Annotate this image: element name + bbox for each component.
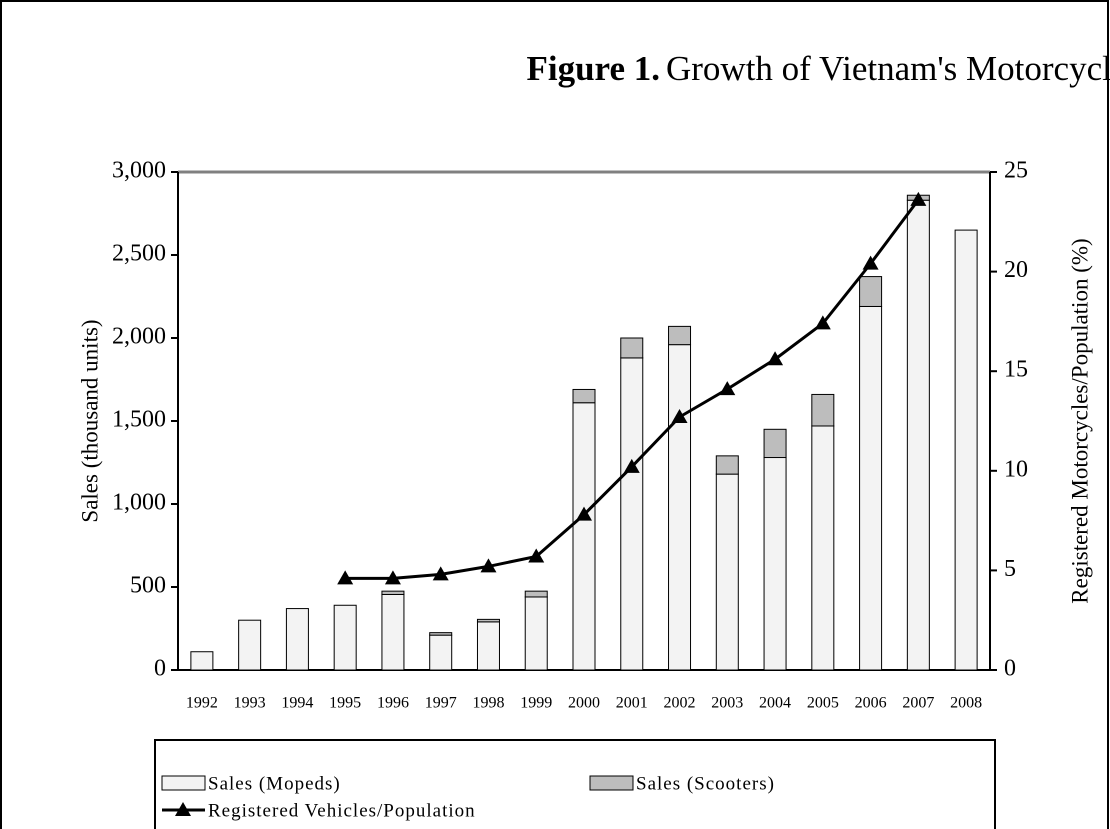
line-marker — [576, 506, 592, 521]
bar — [620, 357, 644, 671]
x-tick-label: 2003 — [711, 695, 743, 712]
y2-tick-label: 15 — [1004, 357, 1028, 383]
x-tick-label: 2007 — [902, 695, 934, 712]
y2-tick-label: 5 — [1004, 556, 1016, 582]
bar — [572, 402, 596, 671]
x-tick-label: 2006 — [855, 695, 887, 712]
bar — [524, 590, 548, 598]
x-tick-label: 1999 — [520, 695, 552, 712]
y2-axis-label: Registered Motorcycles/Population (%) — [1067, 238, 1092, 603]
x-tick-label: 2004 — [759, 695, 791, 712]
bar — [381, 593, 405, 671]
bar — [668, 325, 692, 346]
bar — [906, 199, 930, 671]
bar — [476, 618, 500, 623]
x-tick-label: 2005 — [807, 695, 839, 712]
x-tick-label: 1997 — [425, 695, 457, 712]
bar — [333, 604, 357, 671]
bar — [572, 388, 596, 404]
y-tick-label: 1,000 — [112, 490, 166, 516]
x-tick-label: 1995 — [329, 695, 361, 712]
y-tick-label: 2,000 — [112, 324, 166, 350]
line-marker — [814, 315, 831, 330]
bar — [238, 619, 262, 671]
y2-tick-label: 20 — [1004, 257, 1028, 283]
line-marker — [528, 548, 545, 563]
bar — [763, 428, 787, 459]
line-marker — [623, 458, 640, 473]
chart-title: Growth of Vietnam's Motorcycle Market — [666, 49, 1110, 88]
line-marker — [337, 570, 354, 585]
bar — [715, 455, 739, 475]
line-marker — [910, 191, 927, 206]
line-marker — [862, 255, 879, 270]
y2-tick-label: 10 — [1004, 456, 1028, 482]
line-marker — [384, 570, 401, 585]
bar — [811, 393, 835, 427]
x-tick-label: 2002 — [664, 695, 696, 712]
x-tick-label: 1992 — [186, 695, 218, 712]
line-marker — [719, 381, 736, 396]
legend-box — [154, 739, 996, 829]
bar — [954, 229, 978, 671]
line-marker — [671, 409, 688, 424]
legend-label: Sales (Mopeds) — [208, 773, 341, 794]
legend-label: Sales (Scooters) — [636, 773, 775, 794]
bar — [811, 425, 835, 671]
x-tick-label: 1998 — [472, 695, 504, 712]
line-marker — [767, 351, 784, 366]
y-tick-label: 0 — [154, 656, 166, 682]
bar — [524, 596, 548, 671]
line-marker — [480, 558, 497, 573]
legend-swatch — [589, 775, 634, 791]
y-tick-label: 1,500 — [112, 407, 166, 433]
y2-tick-label: 25 — [1004, 158, 1028, 184]
bar — [668, 344, 692, 671]
x-tick-label: 2008 — [950, 695, 982, 712]
y-tick-label: 3,000 — [112, 158, 166, 184]
bar — [429, 632, 453, 636]
x-tick-label: 2000 — [568, 695, 600, 712]
bar — [859, 276, 883, 307]
bar — [285, 608, 309, 671]
y-tick-label: 2,500 — [112, 241, 166, 267]
bar — [190, 651, 214, 671]
bar — [859, 305, 883, 671]
bar — [763, 457, 787, 671]
x-tick-label: 1994 — [281, 695, 313, 712]
x-tick-label: 1996 — [377, 695, 409, 712]
bar — [620, 337, 644, 359]
bar — [381, 590, 405, 595]
x-tick-label: 1993 — [234, 695, 266, 712]
bar — [476, 621, 500, 671]
bar — [429, 634, 453, 671]
legend-marker — [175, 802, 191, 816]
y2-tick-label: 0 — [1004, 656, 1016, 682]
line-marker — [432, 566, 449, 581]
y-axis-label: Sales (thousand units) — [77, 319, 102, 522]
legend-label: Registered Vehicles/Population — [208, 800, 476, 821]
x-tick-label: 2001 — [616, 695, 648, 712]
bar — [715, 473, 739, 671]
y-tick-label: 500 — [130, 573, 166, 599]
figure-label: Figure 1. — [526, 49, 660, 88]
legend-swatch — [161, 775, 206, 791]
